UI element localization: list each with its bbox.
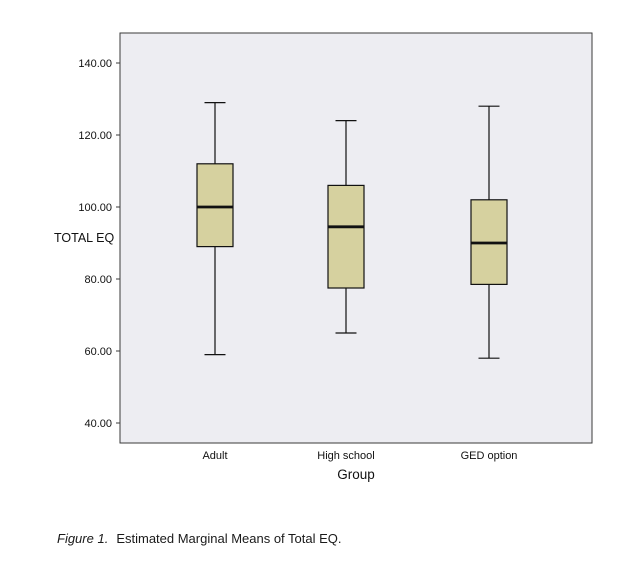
x-tick-label: High school (317, 450, 374, 462)
x-tick-label: Adult (202, 450, 227, 462)
y-tick-label: 40.00 (84, 418, 112, 430)
caption-text: Estimated Marginal Means of Total EQ. (116, 531, 342, 546)
boxplot-canvas: 40.00 60.00 80.00 100.00 120.00 140.00 TOTAL E… (54, 32, 593, 482)
y-tick-label: 100.00 (78, 202, 112, 214)
y-tick-label: 140.00 (78, 58, 112, 70)
figure-label: Figure 1. (57, 531, 109, 546)
y-tick-label: 120.00 (78, 130, 112, 142)
x-tick-label: GED option (461, 450, 518, 462)
x-axis-title: Group (337, 467, 375, 482)
figure-caption: Figure 1. Estimated Marginal Means of Tot… (57, 531, 342, 546)
y-axis-title: TOTAL EQ (54, 231, 114, 245)
y-tick-label: 80.00 (84, 274, 112, 286)
y-tick-label: 60.00 (84, 346, 112, 358)
box (327, 184, 365, 289)
box (196, 163, 234, 248)
